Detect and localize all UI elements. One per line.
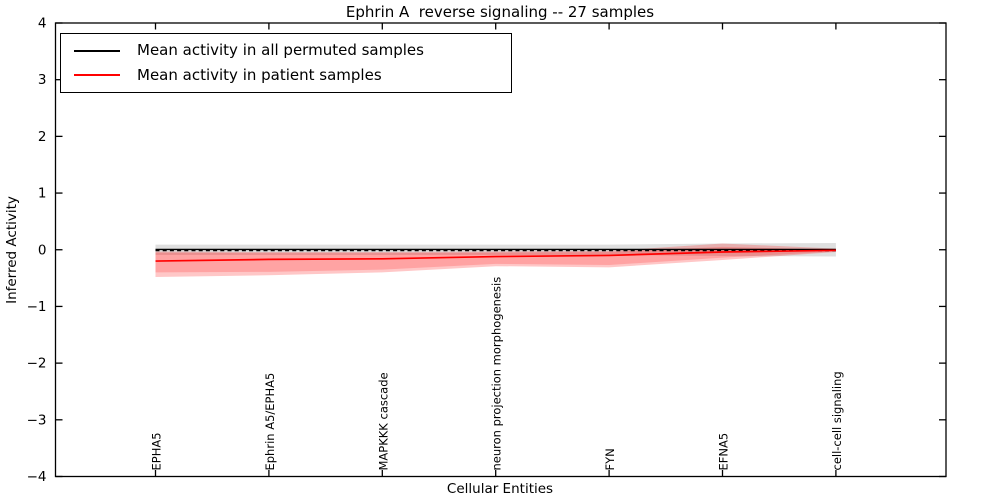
legend-line-sample-red-icon [74,74,120,77]
legend: Mean activity in all permuted samples Me… [60,33,512,93]
y-tick-label: 1 [38,186,47,202]
x-axis-label: Cellular Entities [446,481,554,497]
y-tick-label: −2 [27,356,47,372]
x-category-label: MAPKKK cascade [376,372,390,470]
legend-item-permuted: Mean activity in all permuted samples [61,42,511,59]
x-category-label: EFNA5 [717,433,731,471]
y-tick-label: 2 [38,129,47,145]
y-axis-label: Inferred Activity [4,196,20,304]
y-tick-label: 4 [38,16,47,32]
legend-line-sample-black-icon [74,49,120,52]
legend-label-patient: Mean activity in patient samples [137,66,382,85]
y-tick-label: −3 [27,412,47,428]
y-tick-label: −4 [27,469,47,485]
y-tick-label: −1 [27,299,47,315]
patient-std-band-outer [155,243,836,277]
y-tick-label: 3 [38,72,47,88]
x-category-label: cell-cell signaling [830,371,844,470]
patient-mean-line [155,249,836,262]
x-category-label: neuron projection morphogenesis [490,277,504,471]
x-category-label: FYN [603,448,617,470]
chart-title: Ephrin A reverse signaling -- 27 samples [345,3,655,21]
x-category-label: EPHA5 [150,432,164,470]
legend-item-patient: Mean activity in patient samples [61,67,511,84]
legend-label-permuted: Mean activity in all permuted samples [137,41,424,60]
x-category-label: Ephrin A5/EPHA5 [263,373,277,471]
y-tick-label: 0 [38,242,47,258]
